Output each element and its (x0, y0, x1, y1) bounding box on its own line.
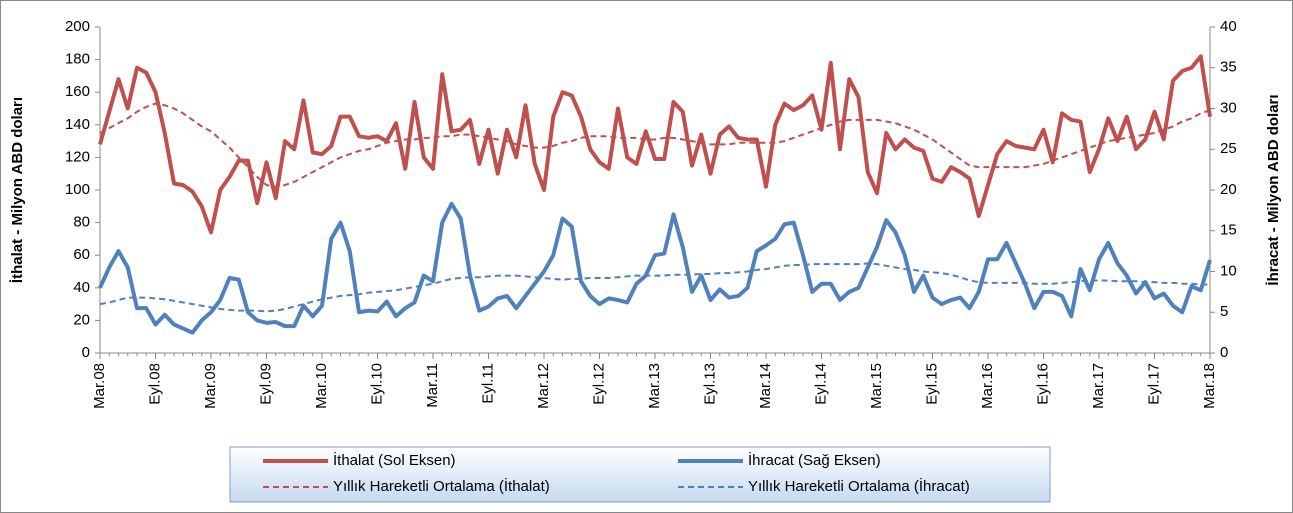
series-line (98, 54, 1212, 235)
y-tick-label: 100 (65, 181, 90, 198)
legend-label: İhracat (Sağ Eksen) (748, 451, 881, 469)
x-tick-label: Eyl.08 (146, 363, 163, 405)
x-tick-label: Eyl.11 (479, 363, 496, 404)
legend-label: İthalat (Sol Eksen) (333, 451, 456, 469)
x-tick-label: Eyl.16 (1034, 363, 1051, 405)
legend-label: Yıllık Hareketli Ortalama (İthalat) (333, 477, 550, 495)
x-tick-label: Mar.15 (868, 363, 885, 409)
y-axis-title: İthalat - Milyon ABD doları (9, 97, 26, 283)
y-tick-label: 40 (73, 279, 90, 296)
x-tick-label: Mar.09 (202, 363, 219, 409)
x-tick-label: Mar.18 (1201, 363, 1218, 409)
y-tick-label: 160 (65, 83, 90, 100)
y2-tick-label: 10 (1220, 262, 1237, 279)
y-tick-label: 80 (73, 214, 90, 231)
x-tick-label: Eyl.12 (590, 363, 607, 405)
y2-tick-label: 35 (1220, 59, 1237, 76)
x-tick-label: Mar.08 (91, 363, 108, 409)
x-tick-label: Mar.13 (646, 363, 663, 409)
x-tick-label: Mar.10 (313, 363, 330, 409)
y2-tick-label: 30 (1220, 99, 1237, 116)
y-tick-label: 20 (73, 311, 90, 328)
moving-average-line (99, 262, 1210, 313)
x-tick-label: Eyl.13 (701, 363, 718, 405)
y2-tick-label: 5 (1220, 303, 1228, 320)
y2-tick-label: 0 (1220, 344, 1228, 361)
legend (229, 446, 1051, 503)
x-tick-label: Eyl.10 (368, 363, 385, 405)
x-tick-label: Mar.14 (757, 363, 774, 409)
y-tick-label: 200 (65, 18, 90, 35)
x-tick-label: Eyl.15 (923, 363, 940, 405)
x-tick-label: Eyl.17 (1145, 363, 1162, 405)
y2-tick-label: 20 (1220, 181, 1237, 198)
x-tick-label: Eyl.14 (812, 363, 829, 405)
y-tick-label: 140 (65, 116, 90, 133)
y2-tick-label: 25 (1220, 140, 1237, 157)
x-tick-label: Mar.17 (1090, 363, 1107, 409)
y2-tick-label: 15 (1220, 222, 1237, 239)
moving-average-line (99, 102, 1211, 188)
legend-label: Yıllık Hareketli Ortalama (İhracat) (748, 477, 970, 495)
x-tick-label: Mar.11 (424, 363, 441, 408)
y-tick-label: 120 (65, 148, 90, 165)
y2-axis-title: İhracat - Milyon ABD doları (1265, 94, 1282, 285)
y-tick-label: 180 (65, 51, 90, 68)
y-tick-label: 60 (73, 246, 90, 263)
x-tick-label: Mar.16 (979, 363, 996, 409)
x-tick-label: Mar.12 (535, 363, 552, 409)
y-tick-label: 0 (82, 344, 90, 361)
x-tick-label: Eyl.09 (257, 363, 274, 405)
y2-tick-label: 40 (1220, 18, 1237, 35)
